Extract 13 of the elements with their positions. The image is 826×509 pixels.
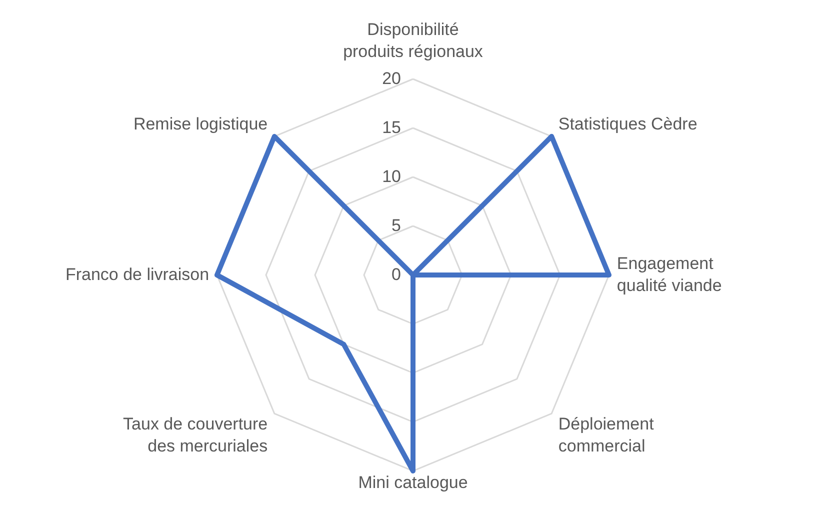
y-tick-label: 10 <box>382 167 401 186</box>
y-tick-label: 0 <box>392 265 401 284</box>
spoke-label: Engagement qualité viande <box>616 254 722 295</box>
spoke-label: Mini catalogue <box>358 472 468 492</box>
y-tick-label: 5 <box>392 216 401 235</box>
spoke-label: Disponibilité produits régionaux <box>343 20 484 62</box>
spoke-label: Déploiement commercial <box>558 414 654 456</box>
spoke-label: Franco de livraison <box>65 265 210 284</box>
spoke-label: Remise logistique <box>133 114 268 134</box>
spoke-label: Statistiques Cèdre <box>558 114 698 134</box>
y-tick-label: 15 <box>382 118 401 137</box>
y-tick-label: 20 <box>382 69 401 88</box>
spoke-label: Taux de couverture des mercuriales <box>123 414 268 456</box>
